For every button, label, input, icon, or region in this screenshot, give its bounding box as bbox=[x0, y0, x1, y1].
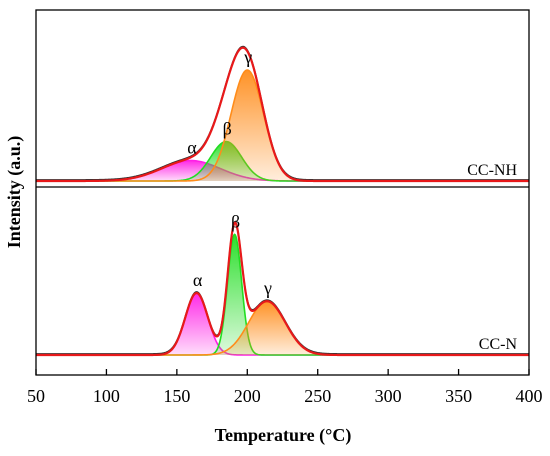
peak-outline bbox=[36, 69, 529, 182]
peak-label: α bbox=[187, 138, 197, 158]
x-tick-label: 400 bbox=[516, 386, 543, 406]
labels-layer: α β γ CC-NH α β γ CC-N bbox=[187, 47, 517, 353]
fitted-curve bbox=[36, 221, 529, 357]
peak-label: γ bbox=[243, 47, 252, 67]
sample-label: CC-N bbox=[479, 336, 518, 353]
x-tick-label: 300 bbox=[375, 386, 402, 406]
sample-label: CC-NH bbox=[467, 162, 517, 179]
peak-label: β bbox=[223, 119, 232, 139]
peak-area-fill bbox=[36, 301, 529, 355]
measured-curve bbox=[36, 45, 529, 181]
x-tick-label: 150 bbox=[163, 386, 190, 406]
fitted-curve bbox=[36, 46, 529, 183]
plot-frame bbox=[35, 9, 530, 376]
x-tick-label: 50 bbox=[27, 386, 45, 406]
curves-layer bbox=[36, 45, 529, 357]
x-tick-label: 350 bbox=[445, 386, 472, 406]
peak-label: α bbox=[193, 270, 203, 290]
peak-area-fill bbox=[36, 70, 529, 181]
peak-label: γ bbox=[263, 278, 272, 298]
x-tick-label: 100 bbox=[93, 386, 120, 406]
y-axis-title: Intensity (a.u.) bbox=[4, 136, 25, 249]
x-axis-title: Temperature (°C) bbox=[215, 425, 352, 446]
x-ticks: 50 100 150 200 250 300 350 400 bbox=[27, 369, 543, 406]
peak-area-fill bbox=[36, 160, 529, 181]
peak-label: β bbox=[231, 211, 240, 231]
x-tick-label: 250 bbox=[304, 386, 331, 406]
x-tick-label: 200 bbox=[234, 386, 261, 406]
